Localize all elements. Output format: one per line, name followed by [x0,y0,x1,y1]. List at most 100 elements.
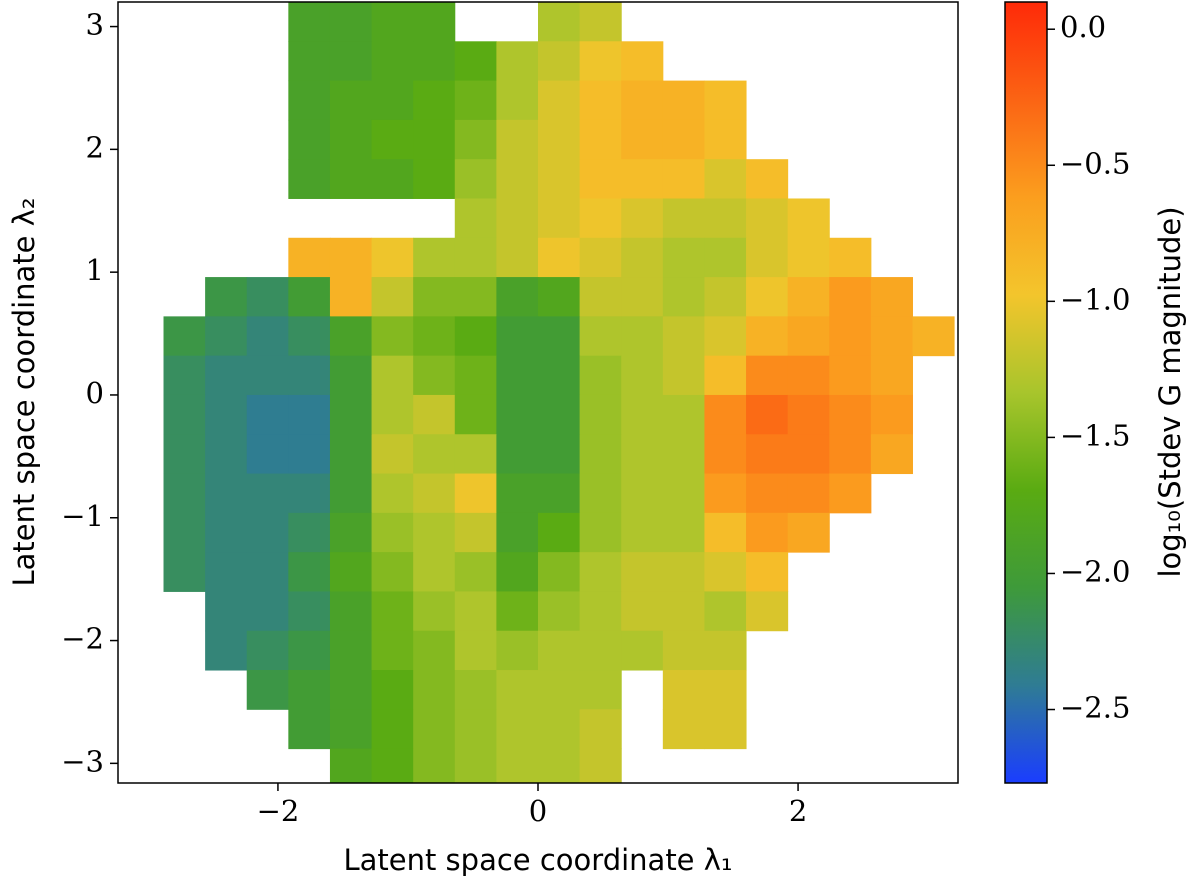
heatmap-cell [371,473,414,514]
heatmap-cell [621,41,664,82]
heatmap-cell [329,237,373,278]
heatmap-cell [413,552,456,592]
heatmap-cell [454,748,497,783]
heatmap-cell [496,355,539,396]
heatmap-cell [371,709,414,750]
y-tick-label: 0 [86,376,104,410]
heatmap-cell [496,591,539,632]
heatmap-cell [746,434,789,475]
heatmap-cell [870,355,913,396]
heatmap-cell [454,355,497,396]
heatmap-cell [454,80,497,121]
heatmap-cell [538,473,581,514]
heatmap-cell [288,2,331,42]
heatmap-cell [579,119,622,160]
y-tick-label: −3 [61,744,104,778]
y-tick-label: 2 [86,130,104,164]
heatmap-cell [454,198,497,239]
heatmap-cell [704,394,747,435]
heatmap-cell [496,237,539,278]
heatmap-cell [163,552,206,592]
heatmap-cell [413,709,456,750]
heatmap-cell [329,41,373,82]
heatmap-cell [621,394,664,435]
heatmap-cell [496,552,539,592]
heatmap-cell [413,434,456,475]
heatmap-cell [621,198,664,239]
heatmap-cell [413,80,456,121]
heatmap-cell [704,355,747,396]
heatmap-cell [371,591,414,632]
heatmap-cell [704,198,747,239]
heatmap-cell [538,355,581,396]
heatmap-cell [787,355,830,396]
heatmap-cell [662,394,705,435]
heatmap-cell [413,355,456,396]
heatmap-cell [496,80,539,121]
heatmap-cell [538,748,581,783]
heatmap-cell [288,316,331,357]
heatmap-cell [246,355,289,396]
heatmap-cell [246,473,289,514]
heatmap-cell [621,434,664,475]
heatmap-cell [746,237,789,278]
heatmap-cell [746,394,789,435]
heatmap-cell [413,119,456,160]
heatmap-cell [662,277,705,317]
heatmap-cell [538,434,581,475]
heatmap-cell [746,473,789,514]
heatmap-cell [746,512,789,553]
heatmap-cell [454,709,497,750]
heatmap-cell [454,512,497,553]
heatmap-cell [496,434,539,475]
heatmap-cell [870,316,913,357]
heatmap-cell [371,2,414,42]
heatmap-cell [329,748,373,783]
heatmap-cell [579,748,622,783]
heatmap-cell [746,316,789,357]
x-axis-label: Latent space coordinate λ₁ [343,843,732,877]
heatmap-cell [454,434,497,475]
heatmap-cell [205,630,248,671]
colorbar-tick-label: −0.5 [1060,146,1130,180]
heatmap-cell [787,434,830,475]
heatmap-cell [288,670,331,710]
heatmap-cell [621,237,664,278]
heatmap-cell [538,591,581,632]
heatmap-cell [205,316,248,357]
heatmap-cell [704,277,747,317]
heatmap-cell [538,80,581,121]
heatmap-cell [329,630,373,671]
heatmap-cell [704,119,747,160]
heatmap-cell [205,591,248,632]
heatmap-cell [579,512,622,553]
heatmap-cell [246,552,289,592]
y-axis-label: Latent space coordinate λ₂ [7,197,41,586]
heatmap-cell [371,394,414,435]
heatmap-cell [621,119,664,160]
heatmap-cell [246,630,289,671]
heatmap-cell [538,316,581,357]
heatmap-cell [829,355,872,396]
heatmap-cell [413,473,456,514]
heatmap-cell [329,2,373,42]
heatmap-cell [288,355,331,396]
heatmap-cell [454,670,497,710]
x-tick-label: 2 [789,794,807,828]
heatmap-cell [829,394,872,435]
heatmap-cell [163,434,206,475]
heatmap-cell [621,473,664,514]
heatmap-cell [246,316,289,357]
heatmap-cell [579,159,622,199]
heatmap-cell [288,237,331,278]
heatmap-cell [579,630,622,671]
heatmap-cell [329,709,373,750]
heatmap-cell [704,670,747,710]
heatmap-cell [329,473,373,514]
heatmap-cell [870,394,913,435]
heatmap-cell [579,434,622,475]
heatmap-cell [163,512,206,553]
heatmap-cell [662,670,705,710]
heatmap-cell [579,237,622,278]
heatmap-cell [454,41,497,82]
